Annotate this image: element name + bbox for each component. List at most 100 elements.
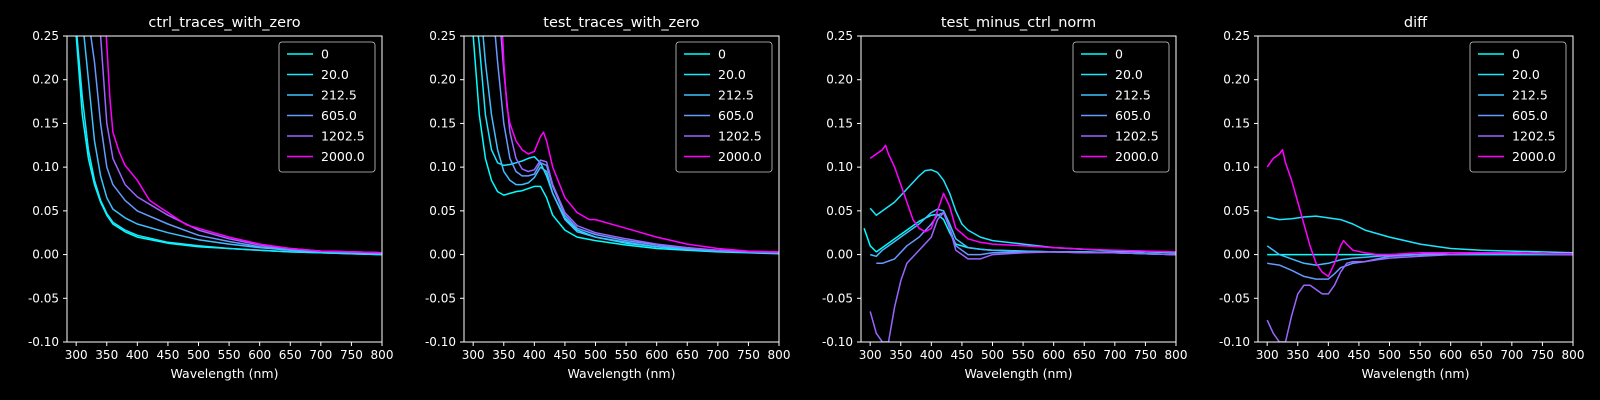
legend-label: 212.5 bbox=[321, 88, 357, 103]
legend-label: 1202.5 bbox=[1512, 129, 1556, 144]
legend: 0 20.0 212.5 605.0 1202.5 2000.0 bbox=[675, 41, 773, 173]
series-line bbox=[472, 36, 779, 255]
chart-title: test_minus_ctrl_norm bbox=[941, 15, 1096, 31]
series-group bbox=[75, 36, 382, 256]
x-tick-label: 750 bbox=[1531, 348, 1554, 362]
series-line bbox=[863, 213, 1176, 256]
y-tick-label: -0.05 bbox=[425, 291, 456, 305]
y-tick-label: 0.05 bbox=[826, 204, 853, 218]
legend: 0 20.0 212.5 605.0 1202.5 2000.0 bbox=[1072, 41, 1170, 173]
x-tick-label: 350 bbox=[889, 348, 912, 362]
x-tick-label: 350 bbox=[492, 348, 515, 362]
y-tick-label: 0.20 bbox=[826, 73, 853, 87]
chart-panel: test_minus_ctrl_norm Wavelength (nm) 300 35… bbox=[822, 15, 1188, 381]
series-line bbox=[869, 144, 1176, 253]
x-tick-label: 450 bbox=[950, 348, 973, 362]
x-tick-label: 700 bbox=[1500, 348, 1523, 362]
plot-frame bbox=[860, 35, 1177, 343]
y-tick-label: 0.20 bbox=[32, 73, 59, 87]
series-group bbox=[472, 36, 779, 255]
x-tick-label: 450 bbox=[553, 348, 576, 362]
legend-label: 605.0 bbox=[321, 108, 357, 123]
x-axis-label: Wavelength (nm) bbox=[965, 366, 1073, 381]
legend-label: 212.5 bbox=[1512, 88, 1548, 103]
x-tick-label: 750 bbox=[340, 348, 363, 362]
x-tick-label: 450 bbox=[1347, 348, 1370, 362]
x-tick-label: 650 bbox=[279, 348, 302, 362]
x-axis-label: Wavelength (nm) bbox=[568, 366, 676, 381]
y-tick-label: 0.05 bbox=[1223, 204, 1250, 218]
x-tick-label: 400 bbox=[1317, 348, 1340, 362]
legend: 0 20.0 212.5 605.0 1202.5 2000.0 bbox=[278, 41, 376, 173]
legend-label: 212.5 bbox=[718, 88, 754, 103]
x-tick-label: 400 bbox=[126, 348, 149, 362]
x-tick-label: 600 bbox=[248, 348, 271, 362]
series-line bbox=[1266, 252, 1573, 342]
legend-label: 1202.5 bbox=[718, 129, 762, 144]
x-tick-label: 600 bbox=[1042, 348, 1065, 362]
x-tick-label: 700 bbox=[309, 348, 332, 362]
series-line bbox=[501, 36, 779, 253]
legend-label: 605.0 bbox=[1512, 108, 1548, 123]
y-tick-label: 0.05 bbox=[429, 204, 456, 218]
y-tick-label: 0.10 bbox=[429, 160, 456, 174]
x-tick-label: 300 bbox=[1256, 348, 1279, 362]
y-tick-label: 0.25 bbox=[429, 29, 456, 43]
y-tick-label: -0.05 bbox=[28, 291, 59, 305]
legend-label: 2000.0 bbox=[718, 149, 762, 164]
legend-label: 605.0 bbox=[1115, 108, 1151, 123]
x-tick-label: 550 bbox=[615, 348, 638, 362]
legend-label: 212.5 bbox=[1115, 88, 1151, 103]
y-tick-label: 0.25 bbox=[1223, 29, 1250, 43]
y-tick-label: 0.05 bbox=[32, 204, 59, 218]
legend-label: 0 bbox=[1512, 47, 1520, 62]
x-axis-label: Wavelength (nm) bbox=[171, 366, 279, 381]
legend-label: 2000.0 bbox=[1512, 149, 1556, 164]
x-tick-label: 500 bbox=[1378, 348, 1401, 362]
x-tick-label: 700 bbox=[706, 348, 729, 362]
y-tick-label: 0.15 bbox=[32, 116, 59, 130]
series-line bbox=[482, 36, 779, 254]
series-line bbox=[869, 211, 1176, 342]
series-line bbox=[500, 36, 779, 254]
plot-frame bbox=[66, 35, 383, 343]
x-tick-label: 350 bbox=[95, 348, 118, 362]
x-tick-label: 600 bbox=[645, 348, 668, 362]
x-tick-label: 300 bbox=[859, 348, 882, 362]
plot-frame bbox=[1257, 35, 1574, 343]
legend-label: 2000.0 bbox=[1115, 149, 1159, 164]
legend-label: 1202.5 bbox=[1115, 129, 1159, 144]
legend-label: 0 bbox=[718, 47, 726, 62]
y-tick-label: 0.20 bbox=[1223, 73, 1250, 87]
series-line bbox=[76, 36, 382, 256]
y-tick-label: -0.10 bbox=[1219, 335, 1250, 349]
x-tick-label: 700 bbox=[1103, 348, 1126, 362]
y-tick-label: 0.20 bbox=[429, 73, 456, 87]
y-tick-label: -0.10 bbox=[28, 335, 59, 349]
chart-title: diff bbox=[1404, 15, 1428, 31]
series-line bbox=[869, 169, 1176, 254]
x-tick-label: 750 bbox=[1134, 348, 1157, 362]
chart-title: test_traces_with_zero bbox=[543, 15, 700, 31]
x-tick-label: 650 bbox=[1073, 348, 1096, 362]
chart-title: ctrl_traces_with_zero bbox=[148, 15, 300, 31]
x-tick-label: 450 bbox=[156, 348, 179, 362]
x-tick-label: 650 bbox=[676, 348, 699, 362]
legend-label: 20.0 bbox=[1512, 67, 1540, 82]
x-tick-label: 550 bbox=[1012, 348, 1035, 362]
chart-panel: test_traces_with_zero Wavelength (nm) 300 3… bbox=[425, 15, 791, 381]
plot-frame bbox=[463, 35, 780, 343]
x-tick-label: 500 bbox=[584, 348, 607, 362]
x-tick-label: 350 bbox=[1286, 348, 1309, 362]
y-tick-label: -0.10 bbox=[822, 335, 853, 349]
x-tick-label: 500 bbox=[187, 348, 210, 362]
series-group bbox=[863, 144, 1176, 342]
series-line bbox=[1267, 215, 1573, 254]
y-tick-label: 0.15 bbox=[1223, 116, 1250, 130]
legend-label: 605.0 bbox=[718, 108, 754, 123]
y-tick-label: 0.10 bbox=[1223, 160, 1250, 174]
legend-label: 2000.0 bbox=[321, 149, 365, 164]
x-axis-label: Wavelength (nm) bbox=[1362, 366, 1470, 381]
y-tick-label: 0.25 bbox=[826, 29, 853, 43]
y-tick-label: -0.10 bbox=[425, 335, 456, 349]
